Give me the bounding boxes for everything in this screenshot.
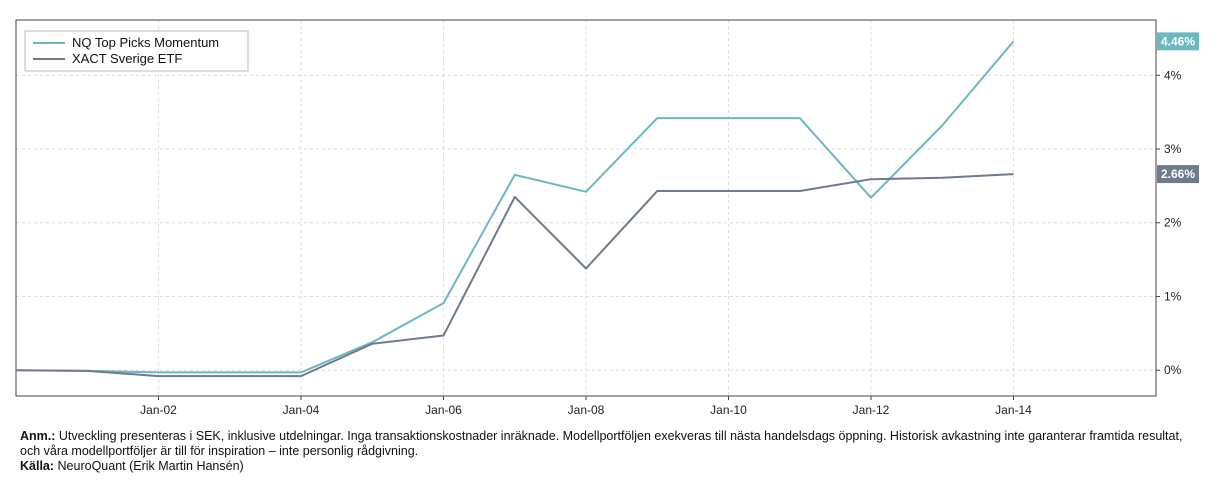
legend-label: XACT Sverige ETF <box>72 51 182 66</box>
x-tick-label: Jan-12 <box>853 403 890 417</box>
note-annotation: Anm.: Utveckling presenteras i SEK, inkl… <box>20 429 1200 459</box>
x-tick-label: Jan-14 <box>995 403 1032 417</box>
legend-item-2: XACT Sverige ETF <box>33 51 182 66</box>
x-tick-label: Jan-04 <box>283 403 320 417</box>
legend-item-1: NQ Top Picks Momentum <box>33 35 219 50</box>
y-axis: 0% 1% 2% 3% 4% <box>1156 68 1182 377</box>
x-tick-label: Jan-10 <box>710 403 747 417</box>
chart-notes: Anm.: Utveckling presenteras i SEK, inkl… <box>20 429 1200 474</box>
end-label-2: 2.66% <box>1157 165 1199 184</box>
y-tick-label: 4% <box>1164 68 1182 82</box>
end-label-text: 2.66% <box>1161 167 1195 181</box>
y-tick-label: 2% <box>1164 216 1182 230</box>
series-lines <box>15 40 1015 378</box>
x-tick-label: Jan-08 <box>568 403 605 417</box>
series-line-1 <box>15 40 1015 374</box>
note-source-text: NeuroQuant (Erik Martin Hansén) <box>54 459 244 473</box>
x-tick-label: Jan-02 <box>140 403 177 417</box>
note-source-label: Källa: <box>20 459 55 473</box>
end-label-1: 4.46% <box>1157 32 1199 51</box>
y-tick-label: 3% <box>1164 142 1182 156</box>
note-source: Källa: NeuroQuant (Erik Martin Hansén) <box>20 459 1200 474</box>
end-labels: 4.46% 2.66% <box>1157 32 1199 184</box>
line-chart: Jan-02 Jan-04 Jan-06 Jan-08 Jan-10 Jan-12 Jan-… <box>15 19 1199 417</box>
end-label-box <box>1157 165 1199 184</box>
end-label-box <box>1157 32 1199 51</box>
series-line-2 <box>15 173 1014 378</box>
x-axis: Jan-02 Jan-04 Jan-06 Jan-08 Jan-10 Jan-12 Jan-… <box>140 396 1032 417</box>
y-tick-label: 1% <box>1164 289 1182 303</box>
legend-label: NQ Top Picks Momentum <box>72 35 219 50</box>
note-annotation-text: Utveckling presenteras i SEK, inklusive … <box>20 429 1183 458</box>
legend-box <box>24 30 249 72</box>
note-annotation-label: Anm.: <box>20 429 56 443</box>
grid-lines <box>16 20 1156 396</box>
y-tick-label: 0% <box>1164 363 1182 377</box>
x-tick-label: Jan-06 <box>425 403 462 417</box>
end-label-text: 4.46% <box>1161 34 1195 48</box>
